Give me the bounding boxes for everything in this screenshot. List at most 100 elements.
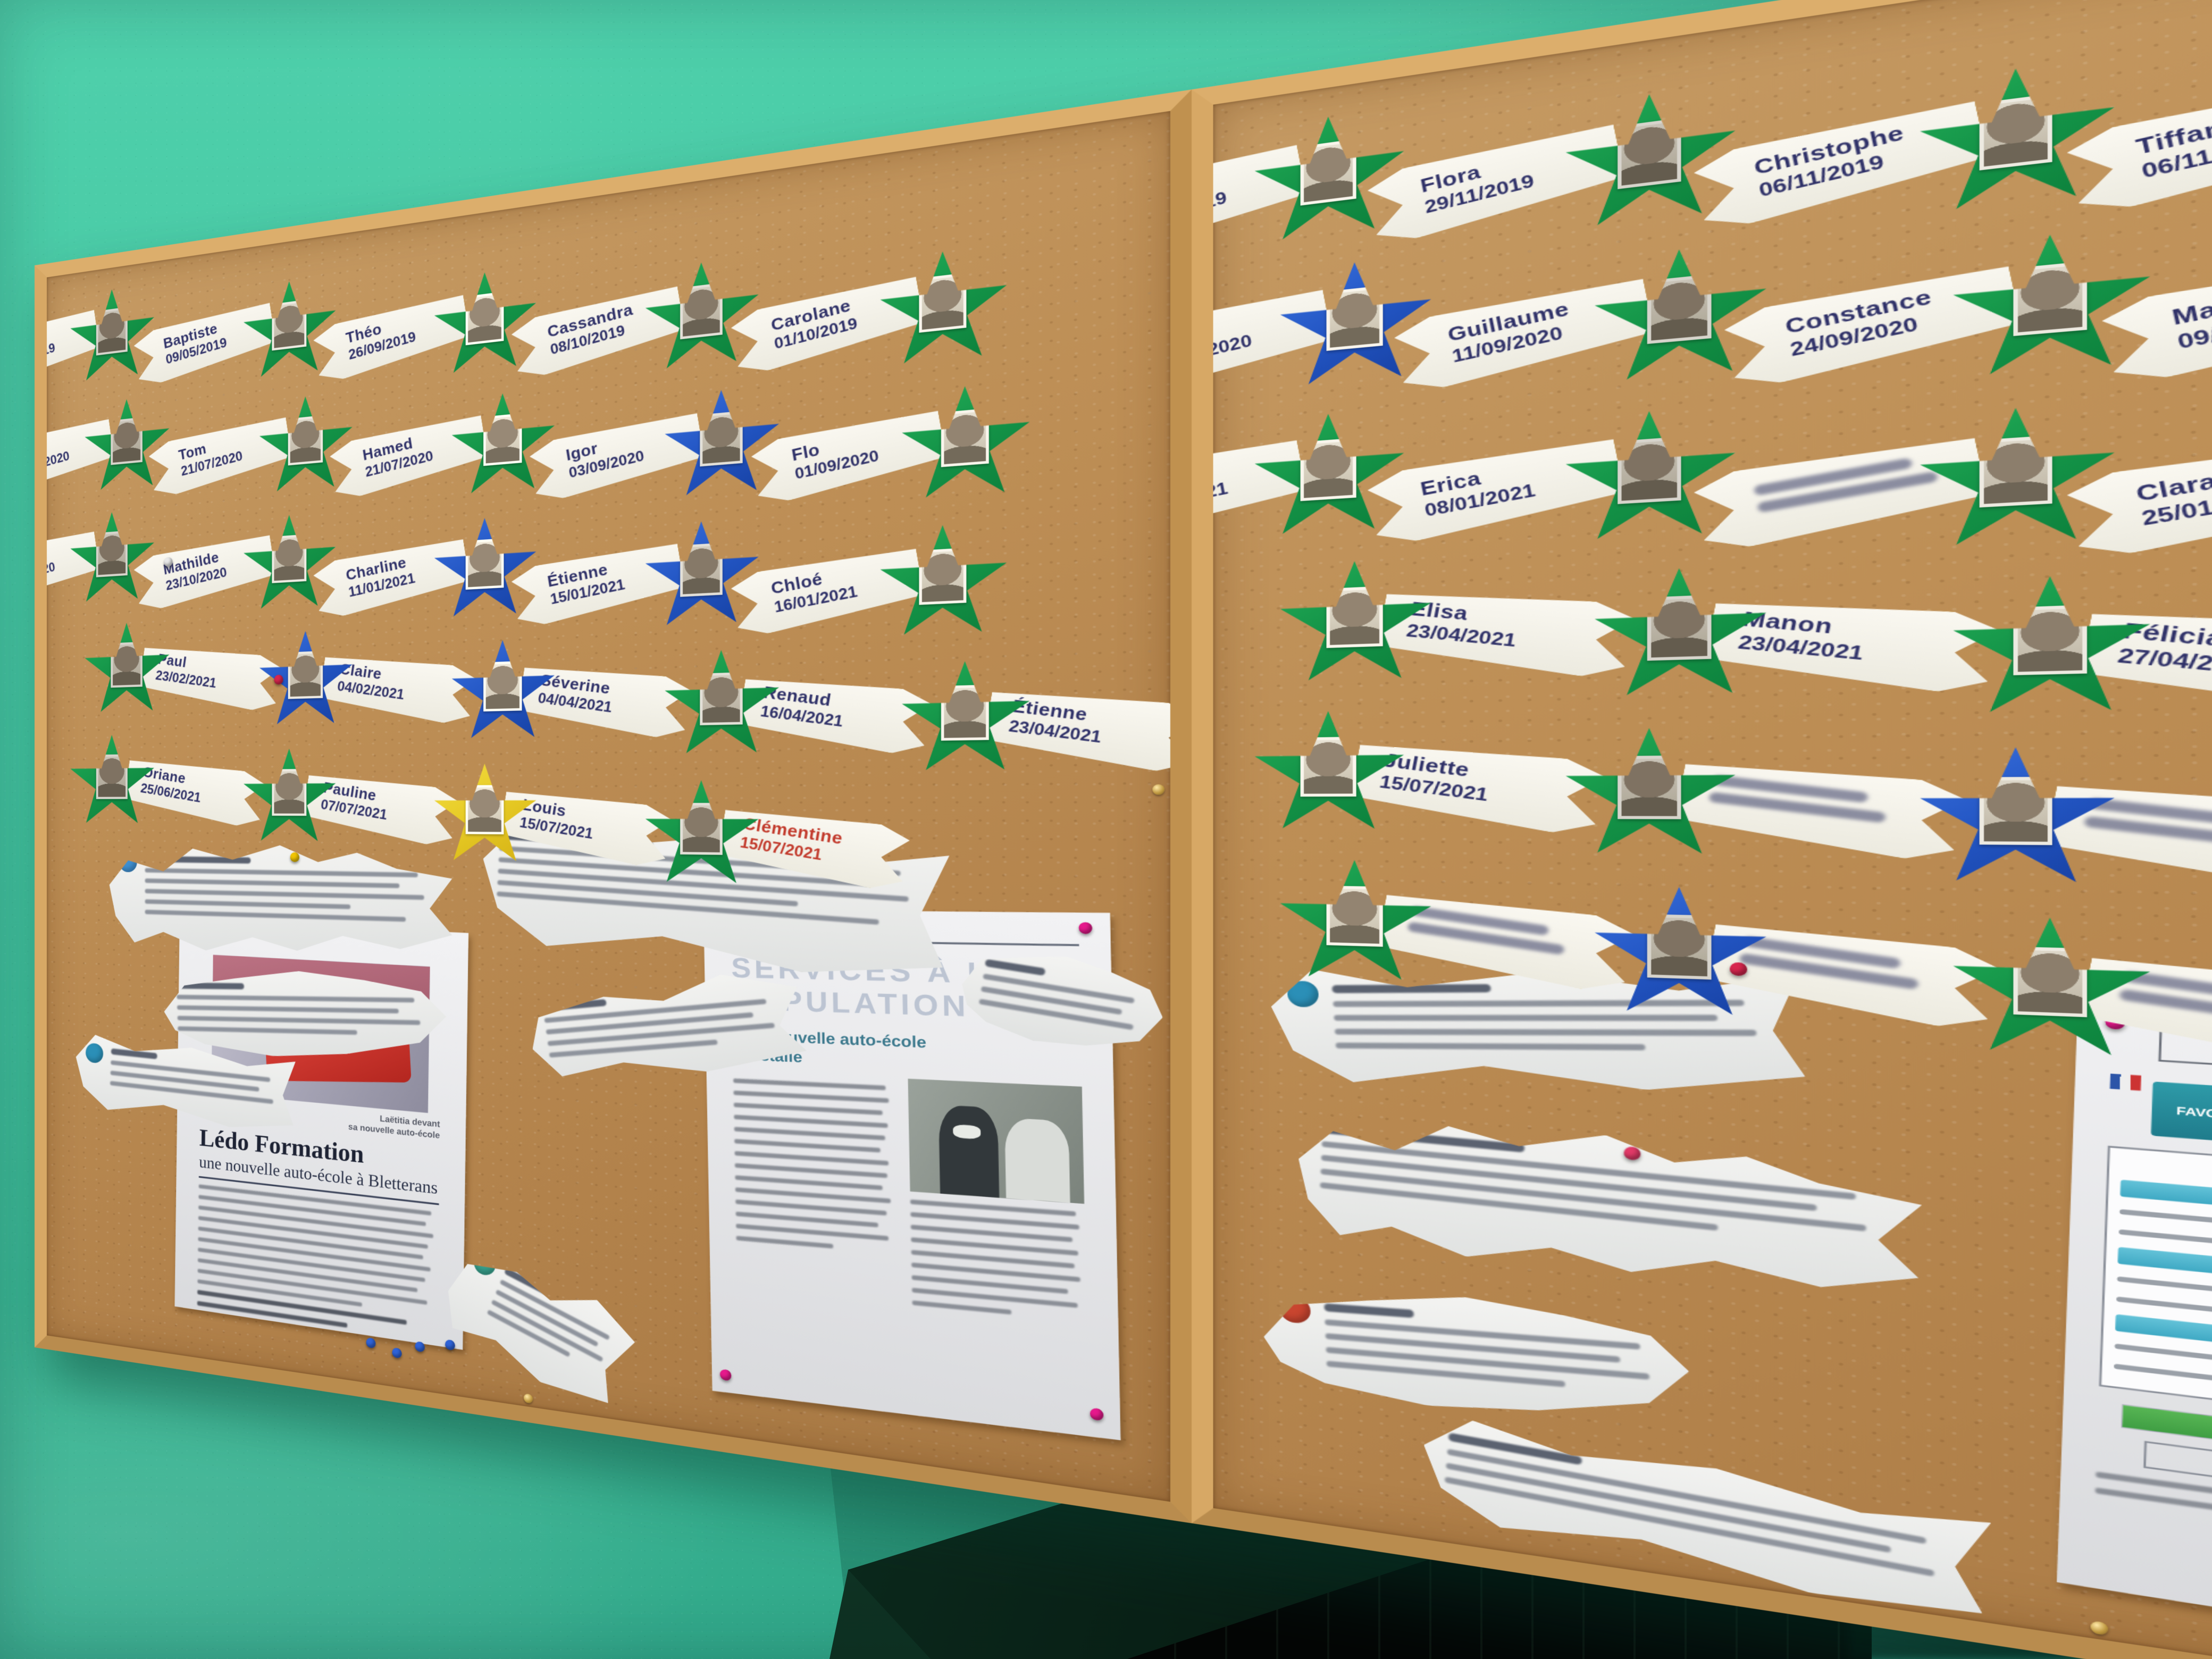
star-name-banner: Paul 23/02/2021 [138, 640, 282, 713]
star-name-banner: Chloé 16/01/2021 [729, 540, 925, 639]
student-face [944, 688, 986, 738]
student-face [468, 294, 501, 342]
star-name-banner: Séverine 04/04/2021 [516, 659, 693, 741]
student-photo [919, 273, 966, 333]
globe-finial [1275, 1003, 1293, 1021]
student-face [683, 546, 720, 594]
student-photo [1301, 737, 1356, 797]
student-face [486, 664, 520, 709]
star-name-banner: Sarah30/05/2019 [35, 303, 100, 391]
clipping-text-line [544, 999, 766, 1023]
clipping-headline [542, 999, 607, 1011]
student-face [98, 533, 126, 575]
student-photo [1980, 777, 2052, 845]
star-name-banner [1691, 427, 1989, 554]
cabinet-mark [2143, 1228, 2148, 1236]
student-face [468, 787, 501, 832]
student-photo [941, 408, 989, 467]
student-photo [111, 642, 142, 688]
student-face [290, 653, 321, 697]
student-face [468, 541, 501, 587]
review-avatar-icon [471, 1250, 499, 1279]
student-photo [941, 685, 989, 741]
clipping-headline [504, 1268, 550, 1296]
clipping-text-line [177, 995, 414, 1003]
student-face [922, 276, 963, 330]
student-photo [483, 413, 522, 466]
push-pin [392, 1347, 402, 1359]
star-name-banner: Guillaume 11/09/2020 [1392, 269, 1656, 395]
brass-screw [65, 263, 73, 272]
student-photo [680, 803, 723, 855]
globe-finial-stem [1278, 1019, 1290, 1033]
student-face [702, 675, 740, 723]
student-photo [96, 307, 128, 355]
student-face [1330, 889, 1379, 944]
decor [1348, 1158, 1399, 1187]
student-photo [466, 291, 504, 345]
motorcycle-headlight [1093, 1400, 1115, 1423]
article-text-line [736, 1236, 834, 1249]
brass-screw [523, 1393, 533, 1404]
student-photo [96, 531, 128, 577]
student-photo [1980, 94, 2052, 170]
student-photo [466, 785, 504, 834]
article-text-line [733, 1102, 883, 1116]
student-face [98, 757, 126, 797]
student-photo [96, 755, 128, 799]
student-photo [2013, 605, 2087, 675]
star-name-banner: Tiffany 06/11/2019 [2064, 63, 2212, 217]
student-face [113, 644, 140, 685]
student-photo [272, 299, 306, 350]
brass-screw [1198, 784, 1211, 795]
student-face [98, 309, 126, 353]
star-name-banner: Théo 26/09/2019 [312, 287, 471, 386]
article-text-line [735, 1175, 883, 1191]
dark-edge-object [2173, 1186, 2212, 1659]
clipping-text-line [178, 1016, 421, 1025]
article-photo-two-people [908, 1078, 1085, 1204]
clipping-text-line [1333, 1000, 1745, 1007]
article-text-line [734, 1115, 888, 1128]
clipping-text-line [1335, 1029, 1756, 1036]
student-photo [466, 538, 504, 590]
star-name-banner: Pauline 07/07/2021 [301, 767, 460, 848]
clipping-text-line [145, 878, 400, 888]
star-name-banner: Elisa 23/04/2021 [1375, 584, 1638, 680]
blue-toy-car [2156, 566, 2212, 594]
star-name-banner: Igor 03/09/2020 [528, 405, 706, 504]
clipping-text-line [1334, 1015, 1717, 1021]
student-face [2018, 608, 2082, 672]
student-photo [272, 769, 306, 816]
student-face [1651, 917, 1707, 976]
cabinet-mark [2119, 760, 2124, 768]
clipping-text-line [177, 1006, 399, 1013]
brass-screw [523, 193, 533, 204]
motorcycle-front-wheel [1093, 1427, 1118, 1454]
student-photo [288, 415, 323, 465]
student-face [683, 806, 720, 852]
article-text-line [733, 1078, 886, 1091]
globe-base-tier3 [1276, 1284, 1406, 1324]
star-name-banner: Clara 25/01/2021 [2064, 425, 2212, 561]
star-name-banner: Baptiste 09/05/2019 [132, 295, 276, 388]
student-face [1622, 440, 1677, 500]
student-face [113, 420, 140, 463]
article-column [908, 1078, 1086, 1330]
star-name-banner: Charline 11/01/2021 [312, 531, 471, 621]
student-photo [1618, 756, 1681, 819]
clipping-text-line [145, 868, 418, 877]
student-photo [2013, 946, 2087, 1017]
student-face [944, 411, 986, 464]
star-name-banner: Oriane 25/06/2021 [123, 753, 266, 830]
student-photo [1980, 435, 2052, 508]
student-photo [2013, 261, 2087, 336]
person-dark-shirt [939, 1105, 999, 1198]
student-photo [700, 411, 742, 467]
review-avatar-icon [1287, 981, 1319, 1007]
student-face [2018, 950, 2082, 1014]
student-face [1651, 278, 1707, 340]
student-face [702, 414, 740, 464]
